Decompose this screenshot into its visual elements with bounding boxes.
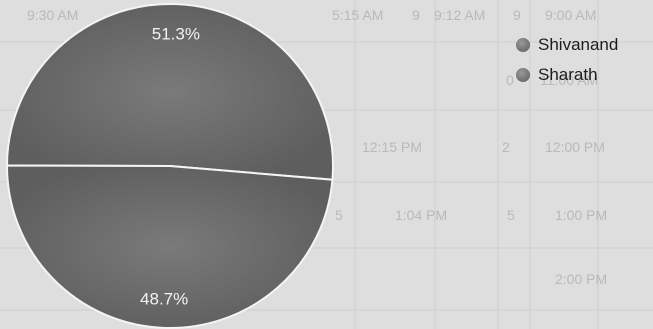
pie-slice-shivanand	[5, 3, 334, 181]
table-cell: 5	[507, 207, 515, 223]
table-cell: 9:12 AM	[434, 7, 485, 23]
legend-label: Shivanand	[538, 35, 619, 54]
table-cell: 5:15 AM	[332, 7, 383, 23]
slice-value-label: 51.3%	[152, 24, 200, 43]
table-cell: 11:00 AM	[540, 72, 598, 88]
slice-value-label: 48.7%	[140, 290, 188, 309]
table-cell: 5	[335, 207, 343, 223]
table-cell: 12:00 PM	[545, 139, 605, 155]
table-cell: 0	[506, 72, 514, 88]
pie-slice-sharath	[5, 164, 334, 329]
legend-swatch-icon	[516, 38, 530, 52]
table-cell: 1:00 PM	[555, 207, 607, 223]
table-cell: 1:04 PM	[395, 207, 447, 223]
table-cell: 9	[412, 7, 420, 23]
table-cell: 9:00 AM	[545, 7, 596, 23]
chart-legend: Shivanand Sharath	[516, 30, 618, 90]
table-cell: 2	[502, 139, 510, 155]
table-cell: 12:15 PM	[362, 139, 422, 155]
table-cell: 9	[513, 7, 521, 23]
legend-item-sharath: Sharath	[516, 60, 618, 90]
legend-item-shivanand: Shivanand	[516, 30, 618, 60]
legend-swatch-icon	[516, 68, 530, 82]
table-cell: 2:00 PM	[555, 271, 607, 287]
legend-label: Sharath	[538, 65, 598, 84]
table-cell: 9:30 AM	[27, 7, 78, 23]
